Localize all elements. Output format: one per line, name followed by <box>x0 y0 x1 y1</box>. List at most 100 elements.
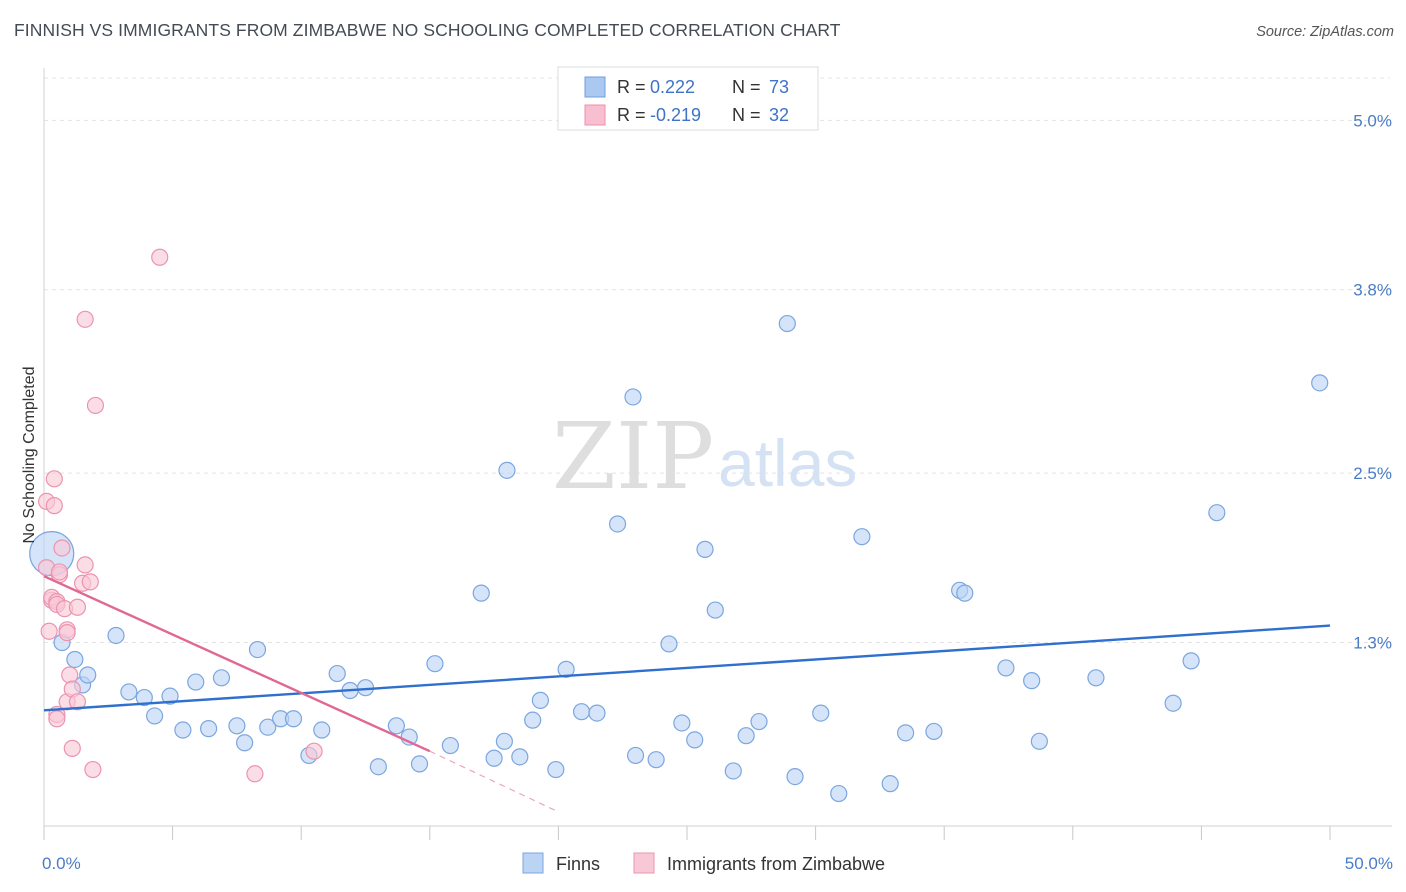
finns-point <box>608 515 627 533</box>
finns-point <box>187 673 205 691</box>
zimbabwe-point <box>68 598 87 616</box>
legend-series-swatch <box>633 852 655 874</box>
data-points <box>29 248 1329 803</box>
finns-point <box>660 635 678 653</box>
finns-point <box>259 718 277 736</box>
finns-point <box>778 314 796 333</box>
zimbabwe-point <box>50 563 69 581</box>
y-tick-label: 5.0% <box>1353 111 1392 130</box>
finns-point <box>706 601 724 619</box>
finns-point <box>313 721 331 739</box>
finns-point <box>626 746 645 765</box>
finns-point <box>881 775 899 793</box>
legend-series: Finns Immigrants from Zimbabwe <box>522 852 885 874</box>
finns-point <box>1023 672 1041 690</box>
finns-point <box>387 717 405 735</box>
finns-point <box>79 666 97 684</box>
finns-point <box>495 732 513 750</box>
finns-point <box>1164 694 1182 712</box>
finns-point <box>369 758 387 776</box>
finns-point <box>248 640 267 659</box>
zimbabwe-point <box>86 396 105 415</box>
finns-point <box>531 691 549 709</box>
legend-series-swatch <box>522 852 544 874</box>
finns-point <box>145 707 164 725</box>
finns-point <box>328 664 346 683</box>
legend-r-value: 0.222 <box>650 77 695 97</box>
finns-point <box>557 660 575 678</box>
finns-point <box>724 762 742 780</box>
zimbabwe-point <box>76 310 94 328</box>
finns-point <box>161 687 179 705</box>
finns-point <box>524 711 542 729</box>
finns-point <box>588 704 606 722</box>
finns-point <box>830 784 848 803</box>
trend-lines <box>43 575 1331 813</box>
finns-point <box>236 734 254 752</box>
zimbabwe-point <box>76 556 94 574</box>
finns-point <box>1087 669 1105 687</box>
y-tick-labels: 1.3% 2.5% 3.8% 5.0% <box>1353 111 1392 652</box>
zimbabwe-point <box>40 622 58 640</box>
finns-point <box>120 683 138 701</box>
finns-point <box>686 731 704 749</box>
zimbabwe-point <box>58 624 76 642</box>
finns-point <box>107 626 125 645</box>
legend-n-label: N = <box>732 105 761 125</box>
zimbabwe-point <box>53 539 71 557</box>
zimbabwe-point <box>81 573 99 591</box>
y-tick-label: 2.5% <box>1353 464 1392 483</box>
finns-point <box>547 760 565 779</box>
chart-title: FINNISH VS IMMIGRANTS FROM ZIMBABWE NO S… <box>14 20 841 40</box>
finns-point <box>1030 732 1048 750</box>
finns-point <box>572 703 591 721</box>
finns-point <box>696 540 714 558</box>
zimbabwe-point <box>151 248 169 266</box>
zimbabwe-trend-line <box>43 575 431 753</box>
finns-point <box>750 712 768 731</box>
finns-point <box>812 704 830 722</box>
finns-point <box>1208 504 1226 522</box>
finns-point <box>997 659 1015 677</box>
zimbabwe-point <box>305 742 323 760</box>
legend-stats: R = 0.222 N = 73 R = -0.219 N = 32 <box>557 66 819 131</box>
finns-point <box>1182 652 1200 670</box>
legend-swatch <box>584 76 606 98</box>
legend-r-label: R = <box>617 105 646 125</box>
x-tick-label: 50.0% <box>1345 854 1393 873</box>
y-axis-label: No Schooling Completed <box>21 367 38 544</box>
y-tick-label: 1.3% <box>1353 634 1392 653</box>
finns-point <box>472 584 490 602</box>
finns-trend-line <box>43 624 1331 712</box>
finns-point <box>673 714 691 732</box>
legend-n-value: 73 <box>769 77 789 97</box>
x-tick-label: 0.0% <box>42 854 81 873</box>
zimbabwe-point <box>45 497 63 515</box>
finns-point <box>498 461 516 479</box>
finns-point <box>624 388 642 406</box>
zimbabwe-point <box>61 666 79 684</box>
legend-r-value: -0.219 <box>650 105 701 125</box>
zimbabwe-point <box>48 710 66 728</box>
finns-point <box>853 528 871 546</box>
finns-point <box>200 720 218 738</box>
finns-point <box>956 584 974 602</box>
zimbabwe-trend-extension <box>429 750 559 813</box>
legend-r-label: R = <box>617 77 646 97</box>
x-tick-labels: 0.0% 50.0% <box>42 854 1393 873</box>
axes <box>43 68 1392 840</box>
finns-point <box>897 724 915 742</box>
finns-point <box>228 717 246 735</box>
watermark-zip: ZIP <box>552 403 714 510</box>
finns-point <box>135 688 153 707</box>
finns-point <box>511 748 529 766</box>
source-credit: Source: ZipAtlas.com <box>1256 24 1394 40</box>
finns-point <box>212 669 231 687</box>
y-tick-label: 3.8% <box>1353 281 1392 300</box>
finns-point <box>647 751 665 769</box>
zimbabwe-point <box>68 693 87 711</box>
zimbabwe-point <box>45 470 63 488</box>
legend-swatch <box>584 104 606 126</box>
finns-point <box>66 650 84 669</box>
zimbabwe-point <box>63 739 81 757</box>
